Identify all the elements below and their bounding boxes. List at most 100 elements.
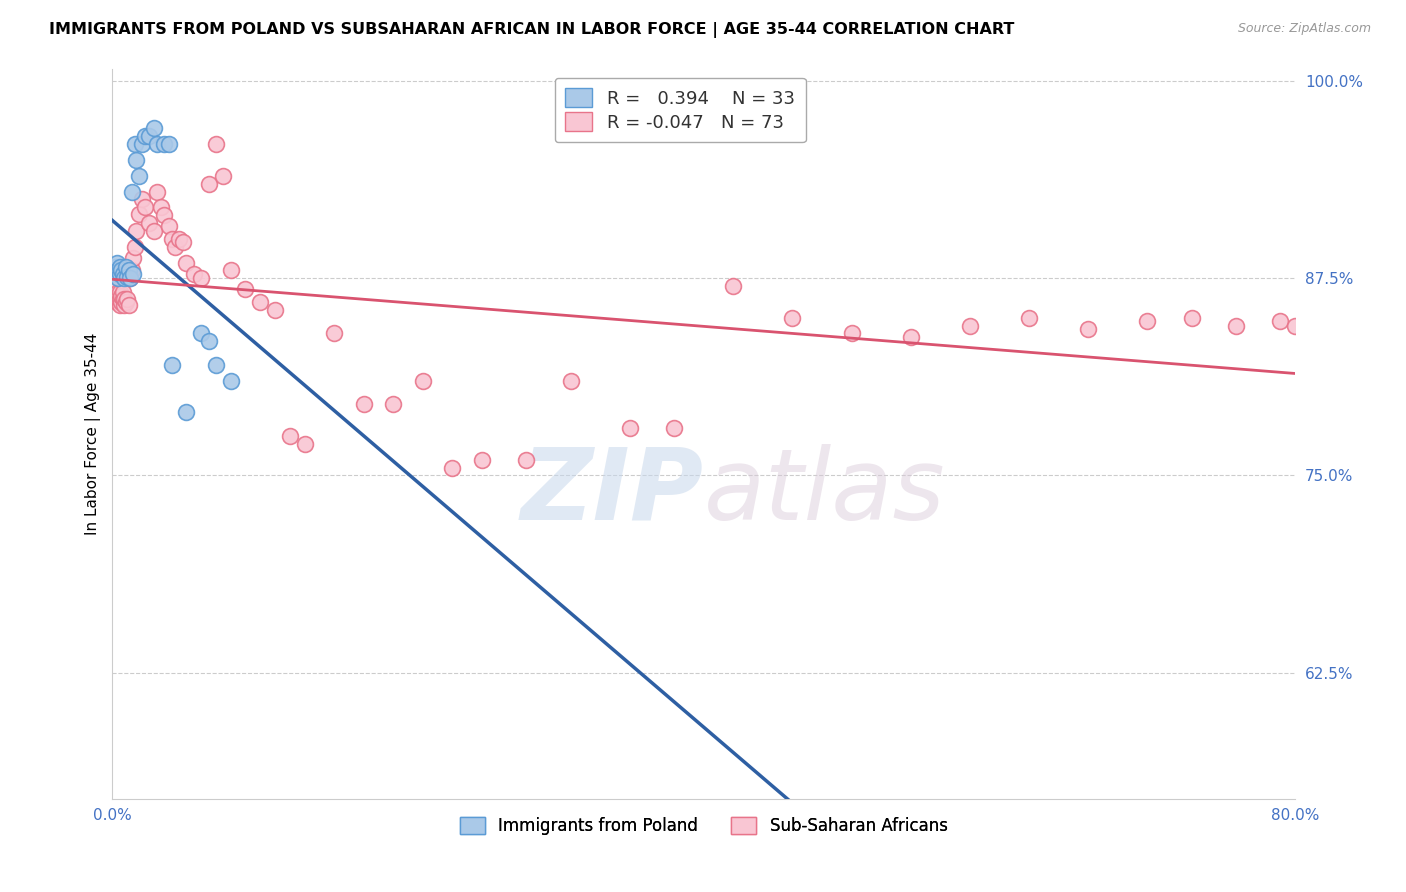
Point [382,397,405,411]
Point [105,267,128,281]
Point [112,271,135,285]
Point [205,358,228,372]
Point [107,271,129,285]
Point [157,219,180,234]
Point [138,216,160,230]
Point [841,326,863,341]
Point [118,263,141,277]
Point [110,295,132,310]
Point [1136,314,1159,328]
Point [515,452,537,467]
Point [107,292,129,306]
Point [190,271,212,285]
Point [108,260,131,275]
Point [105,295,128,310]
Y-axis label: In Labor Force | Age 35-44: In Labor Force | Age 35-44 [86,333,101,535]
Point [105,288,128,302]
Point [103,279,125,293]
Point [235,282,257,296]
Point [619,421,641,435]
Point [134,129,156,144]
Point [111,285,134,300]
Point [264,302,287,317]
Point [1225,318,1247,333]
Point [105,282,128,296]
Point [114,295,136,310]
Point [108,285,131,300]
Point [1284,318,1306,333]
Point [142,224,165,238]
Point [142,121,165,136]
Point [353,397,375,411]
Point [128,206,150,220]
Point [1077,322,1099,336]
Point [172,235,194,249]
Point [723,279,745,293]
Point [103,285,125,300]
Point [120,271,142,285]
Text: atlas: atlas [704,443,945,541]
Point [134,200,156,214]
Point [323,326,346,341]
Point [219,263,242,277]
Point [278,429,301,443]
Point [120,271,142,285]
Point [112,298,135,312]
Point [163,240,186,254]
Point [111,267,134,281]
Point [160,358,183,372]
Point [167,232,190,246]
Point [122,251,145,265]
Point [197,177,219,191]
Point [124,137,146,152]
Point [108,267,131,281]
Point [153,137,176,152]
Point [190,326,212,341]
Legend: Immigrants from Poland, Sub-Saharan Africans: Immigrants from Poland, Sub-Saharan Afri… [453,810,955,841]
Point [150,200,173,214]
Point [115,269,138,284]
Point [131,137,153,152]
Point [160,232,183,246]
Point [107,263,129,277]
Point [107,285,129,300]
Point [176,255,198,269]
Point [1270,314,1292,328]
Point [782,310,804,325]
Point [145,137,167,152]
Point [212,169,235,183]
Point [104,260,127,275]
Point [115,292,138,306]
Point [121,263,143,277]
Point [900,329,922,343]
Point [138,129,160,144]
Point [110,263,132,277]
Point [249,295,271,310]
Point [124,240,146,254]
Point [104,282,127,296]
Point [959,318,981,333]
Point [205,137,228,152]
Point [412,374,434,388]
Text: IMMIGRANTS FROM POLAND VS SUBSAHARAN AFRICAN IN LABOR FORCE | AGE 35-44 CORRELAT: IMMIGRANTS FROM POLAND VS SUBSAHARAN AFR… [49,22,1015,38]
Point [1181,310,1204,325]
Point [145,185,167,199]
Point [294,437,316,451]
Point [110,288,132,302]
Point [114,260,136,275]
Point [105,255,128,269]
Point [125,153,148,167]
Point [197,334,219,349]
Point [176,405,198,419]
Point [125,224,148,238]
Point [121,185,143,199]
Point [108,292,131,306]
Point [1018,310,1040,325]
Point [131,193,153,207]
Point [441,460,464,475]
Point [219,374,242,388]
Point [183,267,205,281]
Text: ZIP: ZIP [520,443,704,541]
Point [471,452,494,467]
Point [157,137,180,152]
